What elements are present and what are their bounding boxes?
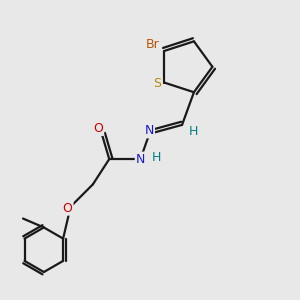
Text: N: N <box>145 124 154 137</box>
Text: N: N <box>136 153 145 166</box>
Text: Br: Br <box>146 38 160 51</box>
Text: H: H <box>189 125 198 138</box>
Text: S: S <box>154 77 161 91</box>
Text: O: O <box>93 122 103 135</box>
Text: H: H <box>152 151 161 164</box>
Text: O: O <box>63 202 73 214</box>
